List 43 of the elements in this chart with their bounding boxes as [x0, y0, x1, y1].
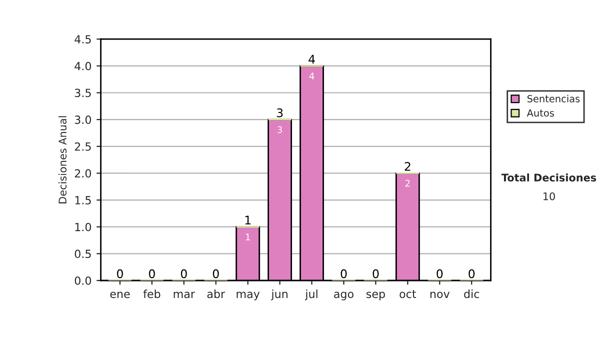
x-tick-label: nov — [430, 292, 450, 298]
x-tick-label: jun — [271, 290, 288, 300]
x-tick-label: ago — [334, 292, 354, 300]
x-tick-label: mar — [174, 292, 196, 298]
total-label: 0 — [180, 269, 187, 278]
x-tick-label: may — [236, 292, 260, 300]
total-label: 0 — [372, 269, 379, 278]
x-tick-label: feb — [143, 290, 160, 298]
text: Total Decisiones — [501, 173, 596, 182]
y-tick-label: 4.0 — [74, 62, 92, 70]
x-tick-label: oct — [400, 290, 416, 298]
y-tick-label: 3.5 — [74, 88, 91, 98]
y-tick-label: 2.5 — [74, 142, 91, 151]
x-tick-label: dic — [464, 290, 480, 298]
legend-label: Autos — [526, 109, 554, 117]
total-label: 0 — [468, 269, 475, 278]
y-tick-label: 3.0 — [74, 116, 92, 124]
legend-label: Sentencias — [527, 94, 580, 102]
total-label: 0 — [148, 269, 155, 278]
x-tick-label: abr — [207, 290, 226, 298]
text: 10 — [544, 192, 555, 200]
total-label: 4 — [308, 54, 315, 64]
total-label: 3 — [276, 108, 283, 118]
total-label: 0 — [117, 269, 123, 278]
total-label: 0 — [340, 269, 347, 278]
total-label: 2 — [404, 162, 410, 171]
y-tick-label: 0.5 — [74, 250, 91, 258]
x-tick-label: sep — [366, 292, 385, 300]
total-label: 0 — [212, 269, 219, 278]
y-axis-title: Decisiones Anual — [58, 116, 67, 204]
data-label: 2 — [405, 180, 410, 187]
y-tick-label: 0.0 — [74, 276, 92, 285]
x-tick-label: ene — [110, 292, 130, 298]
data-label: 4 — [309, 72, 314, 80]
y-tick-label: 2.0 — [74, 169, 92, 178]
y-tick-label: 4.5 — [74, 35, 91, 44]
data-label: 1 — [246, 234, 250, 240]
total-label: 0 — [436, 269, 443, 278]
total-label: 1 — [245, 216, 251, 224]
data-label: 3 — [278, 126, 282, 134]
y-tick-label: 1.0 — [75, 222, 92, 232]
x-tick-label: jul — [304, 290, 318, 300]
y-tick-label: 1.5 — [75, 196, 91, 204]
